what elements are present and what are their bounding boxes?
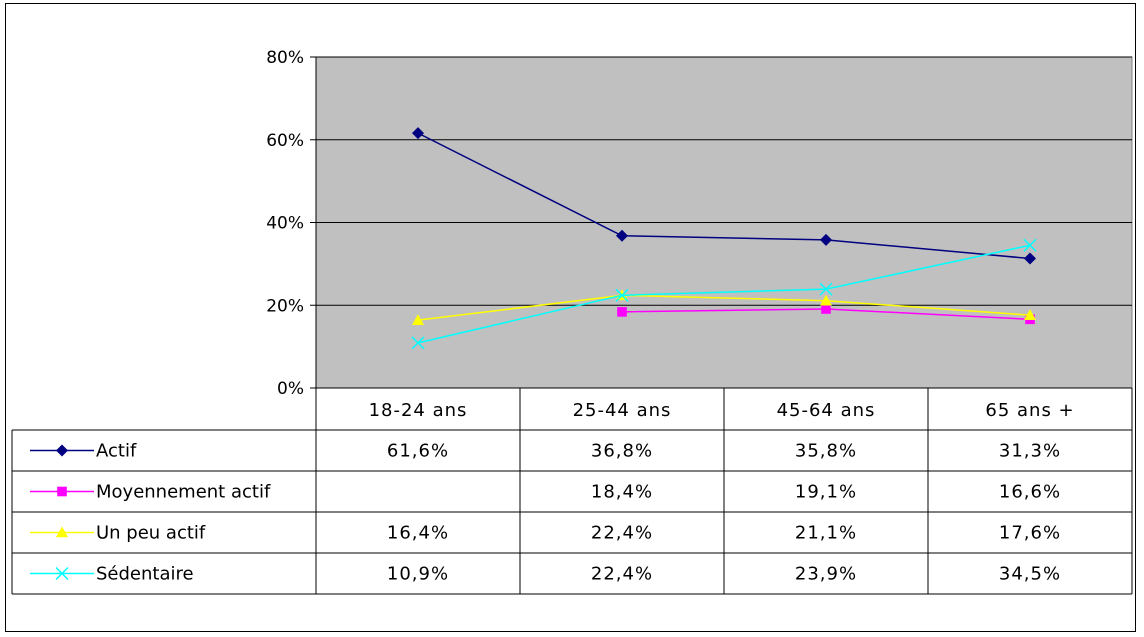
data-value-label: 19,1%: [795, 482, 857, 503]
data-value-label: 18,4%: [591, 482, 653, 503]
data-value-label: 61,6%: [387, 441, 449, 462]
x-category-label: 45-64 ans: [777, 400, 876, 421]
data-point: [412, 127, 424, 140]
data-value-label: 31,3%: [999, 441, 1061, 462]
data-value-label: 36,8%: [591, 441, 653, 462]
data-point: [412, 314, 424, 325]
data-value-label: 21,1%: [795, 523, 857, 544]
y-tick-label: 80%: [266, 48, 304, 68]
series-name: Actif: [96, 441, 137, 462]
data-value-label: 22,4%: [591, 523, 653, 544]
series-name: Sédentaire: [96, 564, 194, 585]
y-tick-label: 40%: [266, 214, 304, 234]
data-value-label: 16,6%: [999, 482, 1061, 503]
data-point: [617, 307, 627, 317]
data-value-label: 16,4%: [387, 523, 449, 544]
data-value-label: 23,9%: [795, 564, 857, 585]
legend-key-marker: [56, 444, 68, 457]
legend-key-marker: [56, 526, 68, 538]
x-category-label: 25-44 ans: [573, 400, 672, 421]
data-point: [819, 282, 833, 296]
data-point: [1024, 309, 1036, 320]
y-tick-label: 20%: [266, 296, 304, 316]
data-value-label: 34,5%: [999, 564, 1061, 585]
data-point: [411, 336, 425, 350]
data-point: [616, 229, 628, 242]
y-tick-label: 60%: [266, 131, 304, 151]
x-category-label: 65 ans +: [985, 400, 1074, 421]
data-point: [1024, 252, 1036, 265]
series-line-3: [417, 294, 1031, 321]
x-category-label: 18-24 ans: [369, 400, 468, 421]
legend-key-marker: [57, 486, 67, 497]
data-point: [820, 294, 832, 306]
data-value-label: 10,9%: [387, 564, 449, 585]
series-name: Un peu actif: [96, 523, 206, 544]
data-point: [821, 304, 831, 314]
data-value-label: 35,8%: [795, 441, 857, 462]
series-line-1: [417, 132, 1031, 260]
legend-key-marker: [55, 566, 69, 581]
y-tick-label: 0%: [277, 379, 304, 399]
data-point: [615, 288, 629, 302]
data-value-label: 22,4%: [591, 564, 653, 585]
chart-frame: [5, 3, 1136, 632]
data-value-label: 17,6%: [999, 523, 1061, 544]
series-line-4: [417, 244, 1031, 344]
data-point: [1023, 238, 1037, 252]
data-point: [820, 233, 832, 246]
series-name: Moyennement actif: [96, 482, 271, 503]
